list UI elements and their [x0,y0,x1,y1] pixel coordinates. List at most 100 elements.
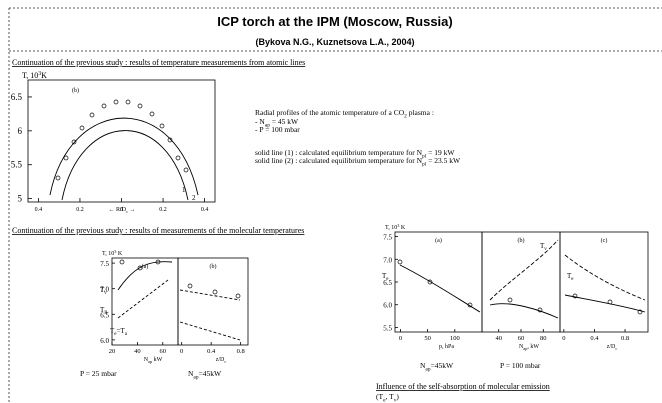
panel-label: (b) [518,237,525,244]
curve-label: Te [567,272,574,282]
text-part: 3 [114,249,116,254]
marker [137,265,143,271]
marker [427,279,433,285]
description-line: solid line (2) : calculated equilibrium … [255,156,461,167]
text-part: T [100,286,105,294]
marker [175,155,181,161]
text-part: c [615,346,617,351]
text-part: P = 25 mbar [80,369,117,378]
marker [507,297,513,303]
curve-label: Te=Ta [110,327,128,337]
text-part: - N [255,117,265,126]
marker [119,259,125,265]
text-part: ap [265,122,270,128]
curve-label: 1 [182,186,186,194]
plot-frame [27,79,216,203]
marker [235,293,241,299]
text-part: N [420,361,426,370]
y-tick-label: 7.0 [383,256,392,264]
marker [187,283,193,289]
text-part: P = 100 mbar [500,361,541,370]
text-part: N [188,369,194,378]
marker [71,139,77,145]
text-part: K [399,225,406,231]
text-part: v [104,291,107,296]
x-tick-label: 80 [540,335,547,342]
curve [117,279,169,319]
curve-label: Tv [540,242,547,252]
text-part: , kW [527,344,539,350]
marker [607,299,613,305]
curve [179,321,241,341]
panel-label: (a) [142,263,149,270]
text-part: , T [386,392,395,401]
y-tick-label: 6 [18,126,23,136]
marker [537,307,543,313]
title: ICP torch at the IPM (Moscow, Russia) [217,14,452,29]
text-part: z/D [216,357,225,363]
y-tick-label: 7.5 [383,234,392,242]
text-part: plasma : [407,108,434,117]
marker [212,289,218,295]
description-line: solid line (1) : calculated equilibrium … [255,148,455,159]
caption: Nap=45kW [188,369,222,380]
text-part: T [540,242,545,250]
y-tick-label: 6.5 [100,311,109,319]
y-tick-label: 5.5 [383,324,392,332]
text-part: pl [422,153,427,159]
marker [137,103,143,109]
section-heading: Continuation of the previous study : res… [12,58,305,67]
y-tick-label: 6.5 [11,92,23,102]
text-part: T, 10 [22,71,38,80]
curve [564,294,646,313]
x-tick-label: 0 [562,335,565,342]
x-tick-label: 0.4 [201,207,209,213]
text-part: e [386,277,389,282]
curve [564,254,646,301]
text-part: z/D [607,344,616,350]
text-part: 2 [404,113,407,119]
text-part: e [114,332,117,337]
curve [61,130,189,201]
marker [113,99,119,105]
text-part: T, 10 [385,225,397,231]
text-part: v [394,397,397,403]
curve-label: Tv [100,286,107,296]
x-axis-label: z/Dc [216,357,227,364]
marker [55,175,61,181]
x-tick-label: 0.4 [590,335,599,342]
marker [637,309,643,315]
curve [49,117,199,196]
section-heading: Continuation of the previous study : res… [12,226,304,235]
text-part: p, hPa [439,344,454,350]
x-tick-label: 0.2 [159,207,167,213]
marker [89,112,95,118]
text-part: ap [193,374,198,380]
text-part: ) [396,392,399,401]
x-tick-label: 0.2 [76,207,84,213]
marker [101,103,107,109]
text-part: c [126,209,128,214]
text-part: T [110,327,115,335]
marker [155,259,161,265]
text-part: T, 10 [102,251,114,257]
text-part: T [567,272,572,280]
text-part: =45kW [431,361,454,370]
plot-frame [394,231,483,333]
curve-label: 2 [192,194,196,202]
subtitle: (Bykova N.G., Kuznetsova L.A., 2004) [255,37,414,47]
panel-label: (b) [210,263,217,270]
description: Radial profiles of the atomic temperatur… [255,108,434,119]
text-part: e [571,277,574,282]
text-part: a [125,332,128,337]
plot-frame [559,231,649,333]
y-tick-label: 7.0 [100,286,109,294]
y-axis-label: T, 103K [22,71,47,80]
panel-label: (a) [435,237,442,244]
y-axis-label: T, 103 K [385,223,406,231]
x-tick-label: 20 [109,348,116,355]
text-part: c [224,359,226,364]
description-line: - P = 100 mbar [255,125,300,134]
x-tick-label: 0.8 [237,348,245,355]
curve [489,303,559,319]
